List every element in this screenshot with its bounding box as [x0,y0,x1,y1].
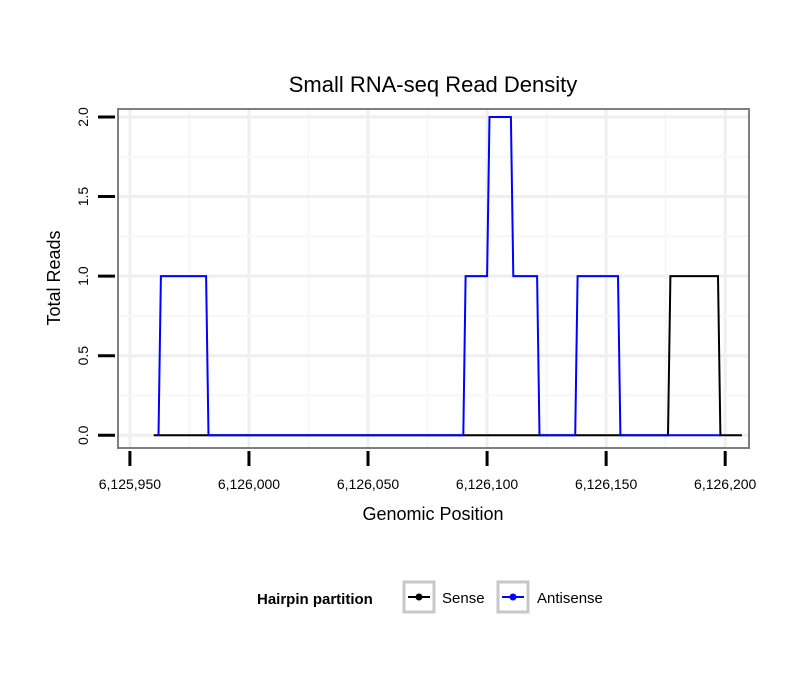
legend-label-sense: Sense [442,590,485,607]
legend-title: Hairpin partition [257,591,373,608]
y-axis: 0.0 0.5 1.0 1.5 2.0 [75,107,115,445]
y-tick-label: 1.5 [75,187,91,207]
x-tick-label: 6,125,950 [99,476,161,492]
series-line-sense [153,275,742,437]
y-tick-label: 1.0 [75,266,91,286]
y-tick-label: 2.0 [75,107,91,127]
x-axis: 6,125,950 6,126,000 6,126,050 6,126,100 6,12… [99,451,757,492]
plot-panel-border [117,108,750,449]
grid-lines [118,109,749,448]
legend-label-antisense: Antisense [537,590,603,607]
series-layer [153,116,742,437]
y-tick-label: 0.5 [75,346,91,366]
x-tick-label: 6,126,150 [575,476,637,492]
x-tick-label: 6,126,100 [456,476,518,492]
x-axis-title: Genomic Position [362,504,503,524]
legend-item-antisense: Antisense [496,580,603,614]
y-tick-label: 0.0 [75,425,91,445]
chart-title: Small RNA-seq Read Density [289,72,578,97]
x-tick-label: 6,126,200 [694,476,756,492]
legend-marker-antisense [509,593,517,601]
x-tick-label: 6,126,050 [337,476,399,492]
x-tick-label: 6,126,000 [218,476,280,492]
legend: Hairpin partition Sense Antisense [257,580,603,614]
y-axis-title: Total Reads [44,230,64,325]
legend-item-sense: Sense [402,580,485,614]
legend-marker-sense [415,593,423,601]
series-line-antisense [157,116,721,437]
